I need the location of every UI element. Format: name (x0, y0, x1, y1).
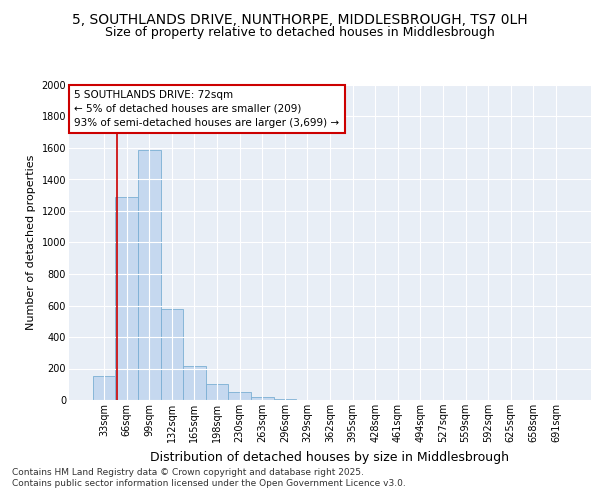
Text: 5 SOUTHLANDS DRIVE: 72sqm
← 5% of detached houses are smaller (209)
93% of semi-: 5 SOUTHLANDS DRIVE: 72sqm ← 5% of detach… (74, 90, 340, 128)
Bar (93, 376, 115, 400)
Bar (206, 384, 229, 400)
Text: 5, SOUTHLANDS DRIVE, NUNTHORPE, MIDDLESBROUGH, TS7 0LH: 5, SOUTHLANDS DRIVE, NUNTHORPE, MIDDLESB… (72, 12, 528, 26)
Bar (138, 150, 161, 400)
Bar (229, 392, 251, 400)
Bar (115, 197, 138, 400)
Y-axis label: Number of detached properties: Number of detached properties (26, 155, 36, 330)
Bar (251, 397, 274, 400)
X-axis label: Distribution of detached houses by size in Middlesbrough: Distribution of detached houses by size … (151, 450, 509, 464)
Text: Contains HM Land Registry data © Crown copyright and database right 2025.
Contai: Contains HM Land Registry data © Crown c… (12, 468, 406, 487)
Bar (274, 399, 296, 400)
Bar (183, 366, 206, 400)
Bar (161, 308, 183, 400)
Text: Size of property relative to detached houses in Middlesbrough: Size of property relative to detached ho… (105, 26, 495, 39)
